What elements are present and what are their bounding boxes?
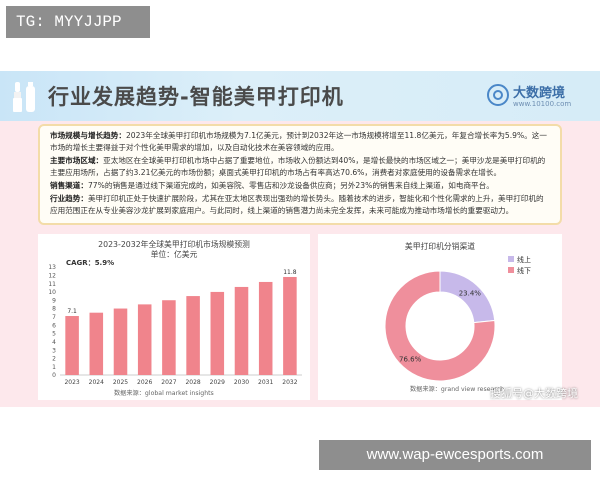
pie-chart-source: 数据来源：grand view research — [410, 386, 504, 393]
infographic-card: 行业发展趋势-智能美甲打印机 大数跨境 www.10100.com 市场规模与增… — [0, 71, 600, 407]
bar — [234, 286, 249, 375]
y-tick-label: 5 — [52, 331, 56, 338]
summary-text: 77%的销售是通过线下渠道完成的，如美容院、零售店和沙龙设备供应商；另外23%的… — [87, 181, 494, 190]
brand-name: 大数跨境 — [513, 86, 566, 101]
slice-label: 76.6% — [399, 356, 422, 364]
bar-data-label: 11.8 — [283, 269, 297, 276]
page-title: 行业发展趋势-智能美甲打印机 — [48, 85, 344, 109]
bar — [89, 312, 104, 375]
x-tick-label: 2028 — [185, 379, 200, 386]
legend-label: 线下 — [517, 266, 531, 275]
summary-label: 主要市场区域： — [50, 156, 104, 165]
bar-chart-title: 2023-2032年全球美甲打印机市场规模预测 — [98, 240, 250, 249]
bar — [283, 276, 297, 375]
bar — [186, 296, 200, 375]
brand-logo: 大数跨境 www.10100.com — [487, 78, 597, 114]
bar-chart-source: 数据来源：global market insights — [114, 390, 214, 397]
y-tick-label: 1 — [52, 364, 56, 371]
pie-chart-panel: 美甲打印机分销渠道 23.4% 76.6% 线上线下 数据来源：grand view… — [318, 234, 562, 400]
bar — [113, 308, 128, 375]
x-tick-label: 2030 — [234, 379, 249, 386]
slice-label: 23.4% — [459, 289, 482, 297]
bar — [258, 281, 273, 375]
y-tick-label: 3 — [52, 347, 56, 354]
y-tick-label: 6 — [52, 322, 56, 329]
x-tick-label: 2024 — [89, 379, 104, 386]
y-tick-label: 11 — [48, 281, 56, 288]
legend-swatch — [508, 256, 514, 262]
summary-label: 行业趋势： — [50, 194, 88, 203]
x-tick-label: 2023 — [64, 379, 79, 386]
y-tick-label: 12 — [48, 273, 56, 280]
legend-label: 线上 — [517, 255, 531, 264]
x-tick-label: 2025 — [113, 379, 128, 386]
x-tick-label: 2027 — [161, 379, 176, 386]
y-tick-label: 7 — [52, 314, 56, 321]
x-tick-label: 2032 — [282, 379, 297, 386]
summary-text: 2023年全球美甲打印机市场规模为7.1亿美元，预计到2032年这一市场规模将增… — [50, 131, 547, 152]
bar — [162, 300, 176, 375]
donut-slice — [384, 270, 496, 382]
cagr-label: CAGR：5.9% — [66, 259, 115, 267]
bar — [65, 316, 79, 375]
y-tick-label: 0 — [52, 372, 56, 379]
bar — [137, 304, 152, 375]
y-tick-label: 4 — [52, 339, 56, 346]
y-tick-label: 9 — [52, 297, 56, 304]
x-tick-label: 2029 — [210, 379, 225, 386]
summary-label: 市场规模与增长趋势： — [50, 131, 126, 140]
summary-text: 亚太地区在全球美甲打印机市场中占据了重要地位，市场收入份额达到40%，是增长最快… — [50, 156, 546, 177]
y-tick-label: 10 — [48, 289, 56, 296]
y-tick-label: 8 — [52, 306, 56, 313]
summary-text: 美甲打印机正处于快速扩展阶段，尤其在亚太地区表现出强劲的增长势头。随着技术的进步… — [50, 194, 544, 215]
y-tick-label: 2 — [52, 356, 56, 363]
summary-label: 销售渠道： — [50, 181, 88, 190]
summary-box: 市场规模与增长趋势：2023年全球美甲打印机市场规模为7.1亿美元，预计到203… — [38, 124, 562, 225]
watermark: 搜狐号@大数跨境 — [490, 387, 578, 400]
x-tick-label: 2026 — [137, 379, 152, 386]
summary-market-size: 市场规模与增长趋势：2023年全球美甲打印机市场规模为7.1亿美元，预计到203… — [50, 130, 550, 154]
y-tick-label: 13 — [48, 264, 56, 271]
summary-trends: 行业趋势：美甲打印机正处于快速扩展阶段，尤其在亚太地区表现出强劲的增长势头。随着… — [50, 193, 550, 217]
top-overlay-label: TG: MYYJJPP — [6, 6, 150, 38]
bar-chart-subtitle: 单位：亿美元 — [150, 250, 198, 259]
legend-swatch — [508, 267, 514, 273]
pie-chart-title: 美甲打印机分销渠道 — [404, 242, 476, 251]
lipstick-icon — [13, 82, 35, 112]
summary-regions: 主要市场区域：亚太地区在全球美甲打印机市场中占据了重要地位，市场收入份额达到40… — [50, 155, 550, 179]
summary-channels: 销售渠道：77%的销售是通过线下渠道完成的，如美容院、零售店和沙龙设备供应商；另… — [50, 180, 550, 192]
brand-mark-icon — [487, 84, 509, 106]
bottom-url-label: www.wap-ewcesports.com — [319, 440, 591, 470]
x-tick-label: 2031 — [258, 379, 273, 386]
bar — [210, 291, 225, 375]
brand-url: www.10100.com — [513, 100, 572, 108]
title-banner: 行业发展趋势-智能美甲打印机 大数跨境 www.10100.com — [0, 71, 600, 121]
bar-data-label: 7.1 — [67, 308, 77, 315]
